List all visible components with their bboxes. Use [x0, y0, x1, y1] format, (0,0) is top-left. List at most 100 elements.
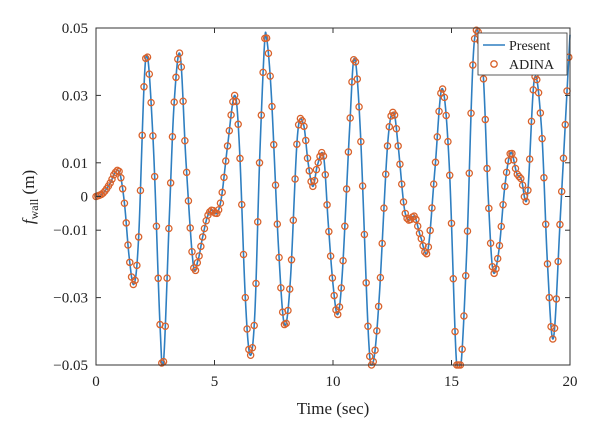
adina-point [486, 239, 495, 248]
adina-point [168, 132, 177, 141]
adina-point [479, 75, 488, 83]
adina-point [341, 222, 349, 231]
adina-point [277, 284, 285, 292]
adina-point [220, 173, 228, 182]
adina-point [504, 157, 513, 165]
y-axis-label-sub: wall [27, 198, 41, 219]
adina-point [413, 222, 422, 230]
adina-point [556, 220, 564, 229]
x-axis-ticks: 0 5 10 15 20 [92, 28, 578, 390]
adina-point [216, 199, 225, 207]
adina-point [186, 224, 194, 232]
adina-point [349, 55, 358, 64]
adina-point [390, 111, 399, 119]
legend-box [477, 32, 568, 76]
adina-point [527, 117, 536, 126]
adina-point [346, 114, 354, 122]
adina-point [271, 181, 280, 189]
adina-point [381, 170, 390, 179]
y-axis-label-main: f [19, 217, 38, 224]
adina-point [355, 103, 363, 111]
adina-point [138, 131, 146, 140]
adina-point [118, 185, 127, 193]
adina-point [140, 83, 148, 91]
adina-point [335, 303, 344, 311]
adina-point [392, 124, 401, 133]
legend-present-label: Present [509, 39, 550, 54]
adina-point [554, 257, 562, 266]
y-axis-label: fwall (m) [19, 170, 41, 224]
adina-point [143, 53, 152, 61]
adina-point [561, 120, 570, 129]
adina-point [499, 200, 507, 209]
adina-point [536, 109, 545, 117]
adina-point [214, 206, 223, 214]
adina-point [264, 49, 273, 58]
adina-point [316, 152, 324, 161]
adina-point [550, 324, 559, 332]
x-tick-label: 10 [326, 374, 341, 390]
adina-point [284, 306, 292, 315]
adina-point [252, 279, 260, 288]
adina-point [280, 320, 289, 329]
adina-point [424, 243, 433, 251]
adina-point [268, 102, 276, 111]
adina-point [412, 215, 420, 224]
adina-point [492, 265, 500, 273]
adina-point [517, 174, 525, 183]
y-tick-label: 0.05 [62, 21, 88, 37]
adina-point [177, 63, 186, 71]
legend-adina-label: ADINA [509, 58, 555, 73]
adina-point [287, 256, 296, 264]
adina-point [362, 279, 370, 287]
adina-point [449, 275, 458, 283]
x-tick-label: 20 [563, 374, 578, 390]
adina-point [198, 233, 207, 241]
adina-point [495, 241, 504, 250]
adina-point [380, 204, 388, 212]
adina-point [358, 182, 367, 190]
adina-point [326, 252, 335, 260]
adina-point [364, 322, 372, 331]
adina-point [337, 284, 346, 292]
adina-point [557, 187, 566, 196]
adina-point [241, 293, 250, 302]
adina-point [401, 209, 410, 218]
adina-point [289, 216, 298, 224]
adina-point [269, 140, 278, 149]
adina-point [371, 346, 379, 354]
adina-point [458, 345, 466, 353]
adina-point [374, 302, 383, 311]
adina-point [124, 241, 132, 249]
adina-point [120, 199, 129, 207]
adina-point [310, 176, 319, 185]
adina-point [493, 254, 502, 263]
adina-point [282, 319, 290, 328]
adina-point [353, 75, 362, 83]
adina-point [266, 72, 274, 80]
adina-point [365, 352, 374, 361]
adina-point [461, 272, 470, 280]
y-axis-label-unit: (m) [19, 170, 38, 199]
adina-point [357, 137, 365, 146]
adina-point [117, 174, 125, 182]
x-axis-label: Time (sec) [297, 399, 370, 418]
adina-point [319, 152, 328, 160]
adina-point [188, 247, 196, 256]
adina-point [154, 274, 162, 283]
y-tick-label: −0.01 [53, 223, 88, 239]
adina-point [502, 168, 511, 177]
adina-point [273, 220, 282, 228]
adina-point [163, 274, 171, 282]
adina-point [184, 197, 193, 205]
adina-point [134, 233, 143, 241]
adina-point [325, 227, 333, 236]
adina-point [250, 321, 258, 330]
adina-point [481, 115, 490, 124]
adina-point [234, 120, 242, 129]
adina-point [106, 179, 114, 187]
adina-point [538, 134, 546, 143]
adina-point [396, 160, 404, 168]
adina-point [490, 269, 498, 278]
